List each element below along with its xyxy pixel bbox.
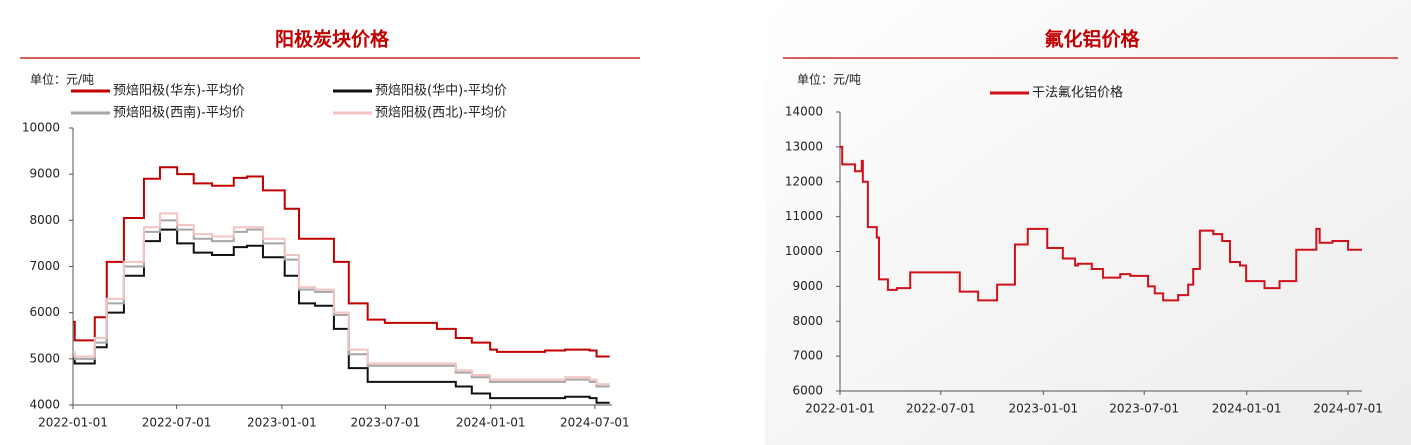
x-tick-label: 2022-07-01 xyxy=(142,416,212,430)
series-line xyxy=(73,212,610,386)
unit-label: 单位：元/吨 xyxy=(797,72,861,87)
x-tick-label: 2024-07-01 xyxy=(560,416,630,430)
x-tick-label: 2023-01-01 xyxy=(1008,402,1078,416)
legend-label: 预焙阳极(西南)-平均价 xyxy=(113,105,245,121)
unit-label: 单位：元/吨 xyxy=(30,72,94,87)
x-tick-label: 2022-01-01 xyxy=(805,402,875,416)
y-tick-label: 7000 xyxy=(29,259,60,273)
legend-label: 预焙阳极(华东)-平均价 xyxy=(113,84,245,99)
y-tick-label: 9000 xyxy=(29,167,60,181)
x-tick-label: 2024-01-01 xyxy=(1212,402,1282,416)
y-tick-label: 10000 xyxy=(22,121,60,135)
y-tick-label: 11000 xyxy=(785,209,823,223)
y-tick-label: 6000 xyxy=(29,305,60,319)
series-line xyxy=(73,228,610,404)
y-tick-label: 12000 xyxy=(785,174,823,188)
y-tick-label: 8000 xyxy=(29,213,60,227)
legend-label: 预焙阳极(华中)-平均价 xyxy=(375,84,507,99)
series-line xyxy=(840,145,1362,302)
series-line xyxy=(73,166,610,358)
y-tick-label: 9000 xyxy=(792,279,823,293)
x-tick-label: 2023-07-01 xyxy=(351,416,421,430)
y-tick-label: 7000 xyxy=(792,349,823,363)
x-tick-label: 2022-07-01 xyxy=(906,402,976,416)
y-tick-label: 6000 xyxy=(792,384,823,398)
x-tick-label: 2023-01-01 xyxy=(247,416,317,430)
y-tick-label: 14000 xyxy=(785,105,823,119)
y-tick-label: 10000 xyxy=(785,244,823,258)
y-tick-label: 5000 xyxy=(29,351,60,365)
y-tick-label: 8000 xyxy=(792,314,823,328)
y-tick-label: 13000 xyxy=(785,139,823,153)
series-line xyxy=(73,219,610,388)
x-tick-label: 2024-07-01 xyxy=(1313,402,1383,416)
x-tick-label: 2024-01-01 xyxy=(456,416,526,430)
x-tick-label: 2023-07-01 xyxy=(1109,402,1179,416)
legend-label: 干法氟化铝价格 xyxy=(1032,85,1123,101)
y-tick-label: 4000 xyxy=(29,398,60,412)
panel-background xyxy=(765,0,1411,445)
chart-title: 阳极炭块价格 xyxy=(275,28,390,51)
chart-title: 氟化铝价格 xyxy=(1044,28,1140,51)
x-tick-label: 2022-01-01 xyxy=(38,416,108,430)
legend-label: 预焙阳极(西北)-平均价 xyxy=(375,106,507,121)
